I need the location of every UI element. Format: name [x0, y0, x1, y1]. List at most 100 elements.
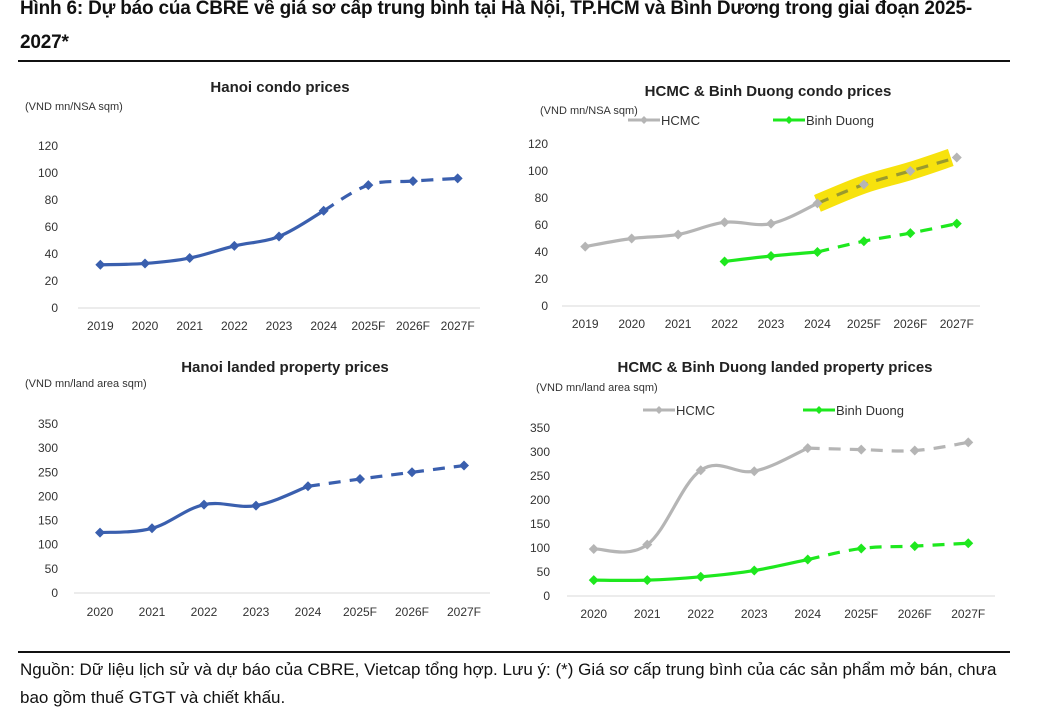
series-binh-duong [719, 218, 962, 267]
data-point [140, 258, 150, 269]
y-axis-unit-label: (VND mn/NSA sqm) [25, 101, 123, 113]
data-point [580, 241, 591, 252]
y-tick-label: 350 [530, 421, 550, 435]
y-axis-unit-label: (VND mn/land area sqm) [25, 378, 147, 390]
y-tick-label: 40 [535, 245, 549, 259]
legend-label: Binh Duong [836, 403, 904, 418]
x-tick-label: 2025F [847, 317, 881, 331]
series-line-forecast [817, 222, 958, 254]
x-tick-label: 2027F [951, 607, 985, 621]
y-tick-label: 40 [45, 247, 59, 261]
x-tick-label: 2025F [343, 605, 377, 619]
x-tick-label: 2020 [132, 319, 159, 333]
data-point [909, 445, 920, 456]
x-tick-label: 2021 [139, 605, 166, 619]
data-point [363, 180, 374, 191]
data-point [147, 523, 157, 534]
series-line-forecast [816, 155, 958, 205]
data-point [274, 231, 284, 242]
series-line-actual [100, 209, 325, 267]
data-point [673, 229, 684, 240]
figure-title: Hình 6: Dự báo của CBRE về giá sơ cấp tr… [20, 0, 973, 53]
series-hanoi [95, 173, 463, 270]
series-line-forecast [807, 541, 969, 562]
series-line-forecast [322, 176, 458, 213]
x-tick-label: 2023 [243, 605, 270, 619]
series-hcmc [580, 152, 962, 252]
y-tick-label: 120 [528, 137, 548, 151]
data-point [951, 218, 962, 229]
data-point [318, 205, 329, 216]
y-tick-label: 100 [528, 164, 548, 178]
chart-title: HCMC & Binh Duong landed property prices [617, 359, 932, 376]
data-point [695, 571, 706, 582]
data-point [95, 527, 105, 538]
y-tick-label: 80 [535, 191, 549, 205]
y-tick-label: 100 [38, 538, 58, 552]
chart-hanoi-condo: Hanoi condo prices (VND mn/NSA sqm) 0 20 40 6… [25, 79, 480, 333]
series-line-actual [584, 201, 819, 249]
y-tick-label: 250 [530, 469, 550, 483]
y-tick-label: 60 [45, 220, 59, 234]
data-point [719, 256, 730, 267]
data-point [749, 565, 760, 576]
legend-label: HCMC [676, 403, 715, 418]
x-tick-label: 2024 [804, 317, 831, 331]
x-tick-label: 2023 [758, 317, 785, 331]
data-point [588, 543, 599, 554]
chart-hanoi-landed: Hanoi landed property prices (VND mn/land… [25, 359, 490, 619]
data-point [766, 218, 776, 229]
data-point [719, 217, 730, 228]
legend-marker [785, 116, 793, 124]
data-point [408, 176, 418, 187]
x-tick-label: 2019 [87, 319, 114, 333]
y-tick-label: 300 [38, 441, 58, 455]
chart-title: HCMC & Binh Duong condo prices [645, 83, 892, 100]
x-tick-label: 2027F [940, 317, 974, 331]
y-axis-unit-label: (VND mn/NSA sqm) [540, 105, 638, 117]
data-point [802, 554, 813, 565]
y-tick-label: 50 [537, 565, 551, 579]
data-point [812, 247, 823, 257]
data-point [459, 460, 469, 471]
x-tick-label: 2027F [447, 605, 481, 619]
y-tick-label: 300 [530, 445, 550, 459]
data-point [963, 538, 974, 549]
data-point [856, 543, 867, 554]
data-point [642, 575, 653, 586]
x-tick-label: 2021 [665, 317, 692, 331]
y-tick-label: 120 [38, 139, 58, 153]
y-tick-label: 150 [38, 514, 58, 528]
x-tick-label: 2026F [893, 317, 927, 331]
data-point [963, 437, 974, 448]
data-point [858, 179, 869, 190]
data-point [407, 467, 417, 478]
data-point [802, 443, 813, 454]
data-point [626, 233, 637, 244]
bottom-divider [18, 651, 1010, 653]
data-point [95, 259, 106, 270]
top-divider [18, 60, 1010, 62]
legend-item-binh-duong: Binh Duong [803, 403, 904, 418]
legend-item-hcmc: HCMC [628, 113, 700, 128]
x-tick-label: 2019 [572, 317, 599, 331]
y-tick-label: 80 [45, 193, 59, 207]
chart-hcmc-bd-condo: HCMC & Binh Duong condo prices (VND mn/NS… [528, 83, 980, 331]
data-point [251, 500, 261, 511]
x-tick-label: 2022 [687, 607, 714, 621]
y-tick-label: 20 [535, 272, 549, 286]
data-point [695, 465, 706, 476]
data-point [642, 539, 653, 550]
data-point [812, 198, 823, 209]
x-tick-label: 2022 [711, 317, 738, 331]
x-tick-label: 2020 [87, 605, 114, 619]
legend-item-binh-duong: Binh Duong [773, 113, 874, 128]
data-point [199, 499, 209, 510]
y-tick-label: 100 [38, 166, 58, 180]
data-point [588, 575, 599, 586]
x-tick-label: 2025F [844, 607, 878, 621]
x-tick-label: 2022 [191, 605, 218, 619]
y-tick-label: 0 [541, 299, 548, 313]
data-point [858, 236, 869, 247]
series-line-actual [593, 446, 809, 554]
